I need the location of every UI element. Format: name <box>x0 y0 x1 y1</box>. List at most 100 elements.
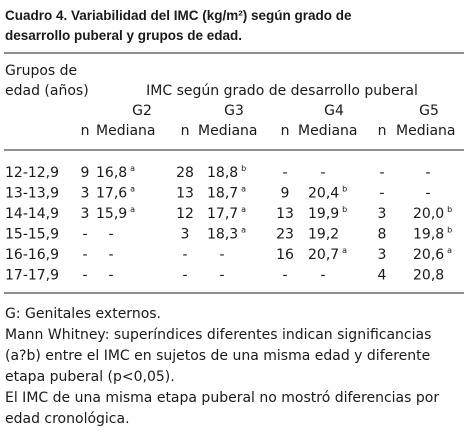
n-value: - <box>82 247 87 263</box>
superscript: b <box>241 164 246 173</box>
n-header: n <box>181 123 190 139</box>
median-text: - <box>108 268 113 284</box>
n-value: - <box>379 186 384 202</box>
median-value: - <box>320 165 325 181</box>
n-value: 28 <box>176 165 194 181</box>
median-text: - <box>108 247 113 263</box>
median-text: 18,8 <box>207 165 238 181</box>
n-header: n <box>378 123 387 139</box>
n-value: 4 <box>378 268 387 284</box>
median-text: 17,6 <box>96 186 127 202</box>
median-value: 20,7 a <box>308 246 347 263</box>
median-value: 18,3 a <box>207 226 246 243</box>
group-header: G4 <box>324 103 344 119</box>
median-value: 19,2 <box>308 227 339 243</box>
n-value: - <box>379 165 384 181</box>
superscript: a <box>241 205 246 214</box>
median-text: - <box>108 227 113 243</box>
median-text: 19,9 <box>308 206 339 222</box>
median-value: - <box>108 268 113 284</box>
row-header: edad (años) <box>5 83 89 99</box>
note-line: G: Genitales externos. <box>5 306 161 322</box>
superscript: a <box>241 226 246 235</box>
median-value: - <box>320 268 325 284</box>
median-header: Mediana <box>198 123 258 139</box>
median-value: 16,8 a <box>96 164 135 181</box>
median-value: 15,9 a <box>96 205 135 222</box>
median-value: - <box>425 186 430 202</box>
superscript: b <box>447 205 452 214</box>
n-value: 9 <box>281 186 290 202</box>
note-line: (a?b) entre el IMC en sujetos de una mis… <box>5 348 430 364</box>
median-value: 20,0 b <box>413 205 452 222</box>
age-group: 17-17,9 <box>5 268 59 284</box>
median-value: - <box>108 247 113 263</box>
median-text: 19,2 <box>308 227 339 243</box>
group-header: G5 <box>419 103 439 119</box>
superscript: a <box>241 185 246 194</box>
superscript: a <box>130 164 135 173</box>
median-value: - <box>219 268 224 284</box>
median-value: 18,8 b <box>207 164 246 181</box>
n-value: - <box>82 268 87 284</box>
n-value: 13 <box>176 186 194 202</box>
median-value: 18,7 a <box>207 185 246 202</box>
n-value: 3 <box>181 227 190 243</box>
median-header: Mediana <box>96 123 156 139</box>
median-text: - <box>425 165 430 181</box>
n-header: n <box>281 123 290 139</box>
n-value: 23 <box>276 227 294 243</box>
age-group: 15-15,9 <box>5 227 59 243</box>
superscript: a <box>130 185 135 194</box>
median-text: 15,9 <box>96 206 127 222</box>
median-text: - <box>320 165 325 181</box>
median-text: 20,6 <box>413 247 444 263</box>
median-text: 20,4 <box>308 186 339 202</box>
median-value: 20,6 a <box>413 246 452 263</box>
median-text: 18,3 <box>207 227 238 243</box>
median-value: - <box>108 227 113 243</box>
median-value: 17,7 a <box>207 205 246 222</box>
n-value: 12 <box>176 206 194 222</box>
row-header: Grupos de <box>5 63 77 79</box>
title-line: Cuadro 4. Variabilidad del IMC (kg/m²) s… <box>5 8 352 23</box>
median-value: 19,8 b <box>413 226 452 243</box>
median-value: 19,9 b <box>308 205 347 222</box>
age-group: 12-12,9 <box>5 165 59 181</box>
median-text: 18,7 <box>207 186 238 202</box>
superscript: a <box>130 205 135 214</box>
median-value: 20,8 <box>413 268 444 284</box>
median-text: - <box>219 247 224 263</box>
note-line: El IMC de una misma etapa puberal no mos… <box>5 390 439 406</box>
median-value: 17,6 a <box>96 185 135 202</box>
note-line: Mann Whitney: superíndices diferentes in… <box>5 327 431 343</box>
note-line: etapa puberal (p<0,05). <box>5 369 175 385</box>
n-value: 13 <box>276 206 294 222</box>
median-text: 16,8 <box>96 165 127 181</box>
age-group: 14-14,9 <box>5 206 59 222</box>
age-group: 16-16,9 <box>5 247 59 263</box>
median-value: 20,4 b <box>308 185 347 202</box>
n-value: - <box>82 227 87 243</box>
n-value: 9 <box>81 165 90 181</box>
median-text: 19,8 <box>413 227 444 243</box>
n-value: 3 <box>378 247 387 263</box>
group-header: G2 <box>132 103 152 119</box>
n-value: 8 <box>378 227 387 243</box>
n-value: - <box>282 268 287 284</box>
n-value: 16 <box>276 247 294 263</box>
age-group: 13-13,9 <box>5 186 59 202</box>
median-header: Mediana <box>396 123 456 139</box>
median-text: - <box>320 268 325 284</box>
median-text: - <box>425 186 430 202</box>
title-line: desarrollo puberal y grupos de edad. <box>5 28 242 43</box>
median-text: 20,0 <box>413 206 444 222</box>
superscript: b <box>342 185 347 194</box>
group-header: G3 <box>224 103 244 119</box>
spanner-header: IMC según grado de desarrollo puberal <box>146 83 418 99</box>
superscript: b <box>342 205 347 214</box>
median-value: - <box>425 165 430 181</box>
n-value: - <box>282 165 287 181</box>
n-header: n <box>81 123 90 139</box>
